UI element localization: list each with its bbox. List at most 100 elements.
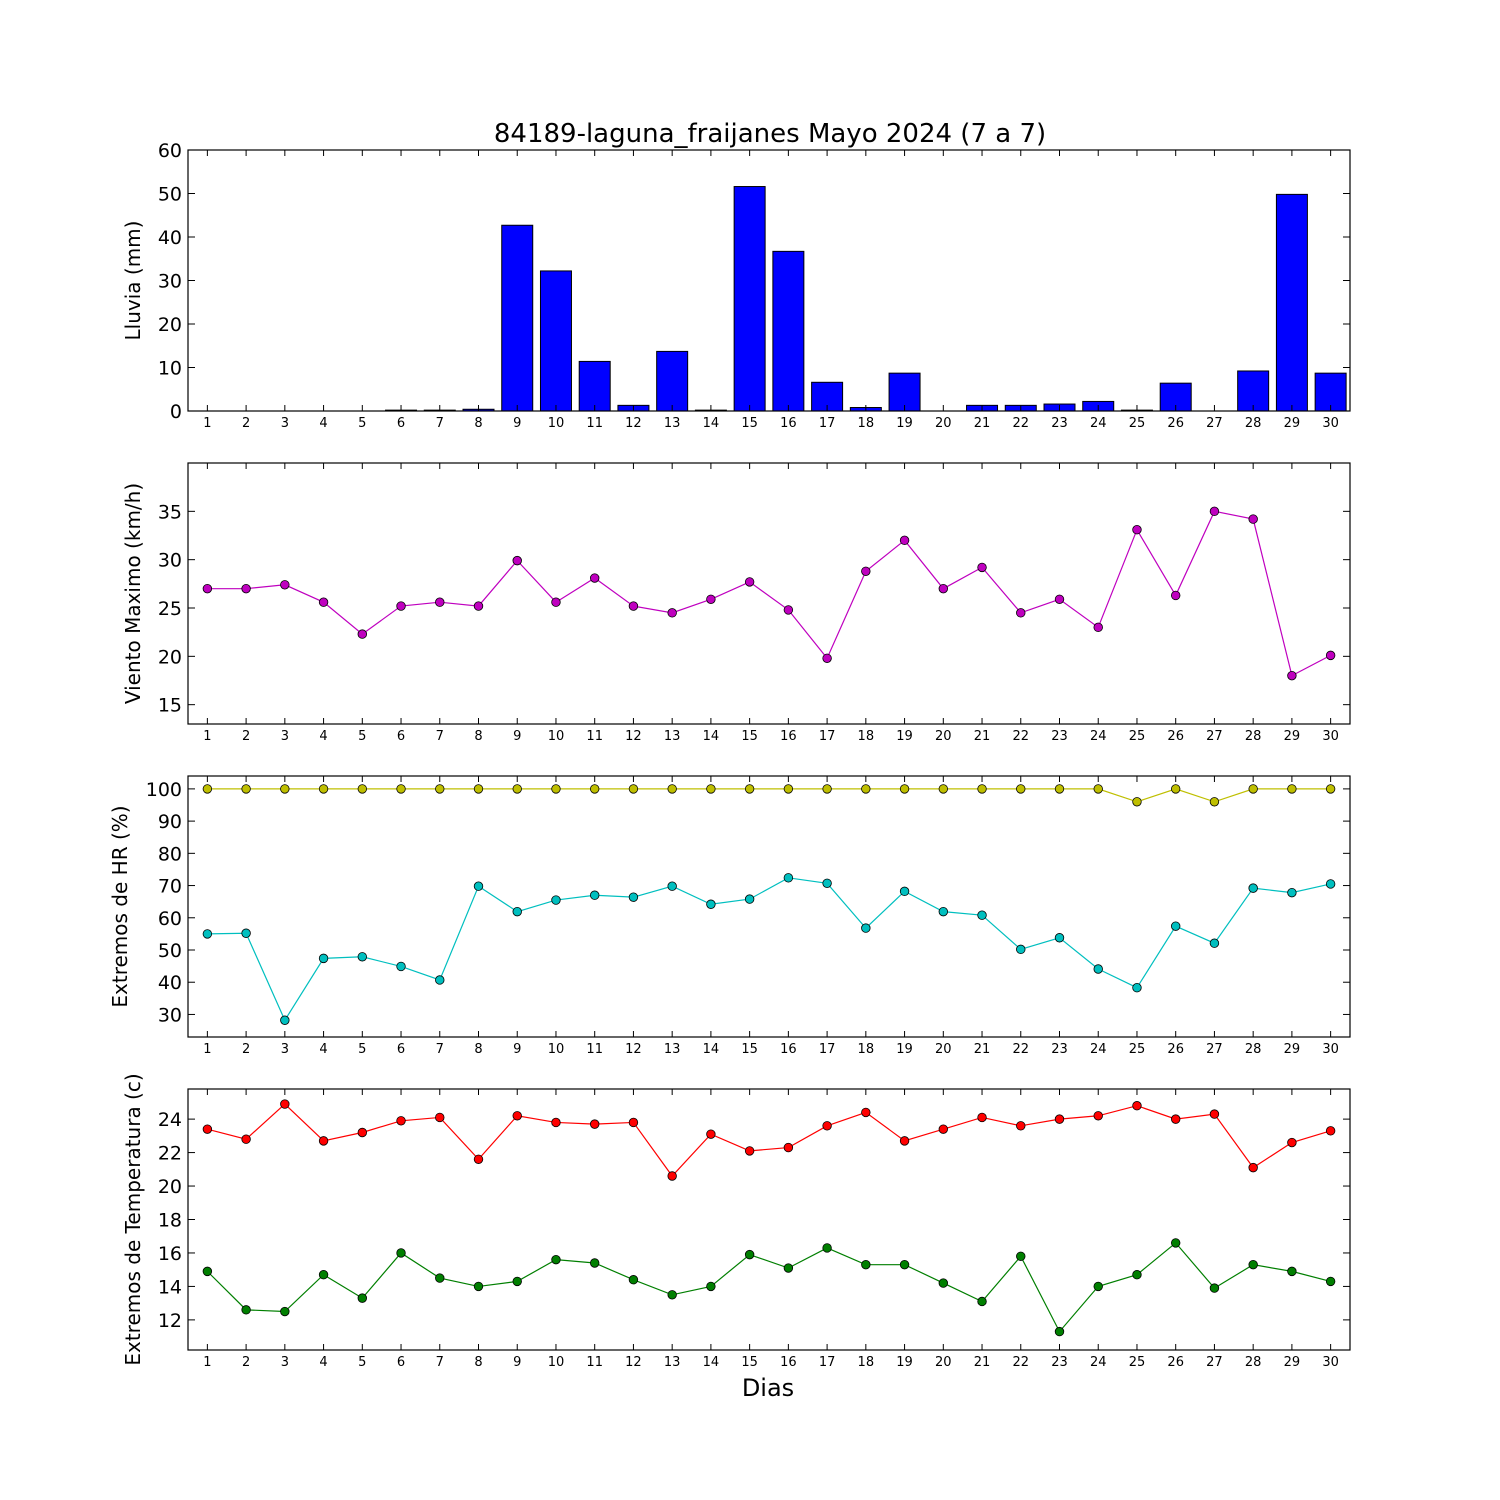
xtick-label: 27 [1206,416,1223,431]
xtick-label: 4 [319,729,327,744]
point-s1-day-6 [396,601,406,611]
point-s1-day-3 [280,580,290,590]
xtick-label: 26 [1167,416,1184,431]
xtick-label: 9 [513,1042,521,1057]
point-s1-day-23 [1054,594,1065,605]
ytick-label: 60 [158,140,182,162]
series-line-1 [207,1103,1331,1177]
xtick-label: 23 [1051,1355,1068,1370]
series-line-1 [207,510,1331,677]
xtick-label: 2 [242,729,250,744]
y-axis-label: Viento Maximo (km/h) [121,483,145,704]
point-s1-day-21 [977,1112,987,1123]
xtick-label: 20 [935,416,952,431]
xtick-label: 27 [1206,1355,1223,1370]
point-s1-day-15 [744,577,755,587]
xtick-label: 10 [548,1042,565,1057]
point-s1-day-14 [706,784,716,794]
point-s2-day-23 [1054,1326,1065,1337]
point-s2-day-8 [473,881,484,891]
ytick-label: 16 [158,1243,182,1265]
point-s1-day-20 [938,583,949,594]
xtick-label: 9 [513,416,521,431]
xtick-label: 6 [397,729,405,744]
point-s1-day-11 [590,1119,600,1129]
xtick-label: 7 [436,416,444,431]
xtick-label: 19 [896,729,913,744]
point-s1-day-4 [318,1136,329,1146]
point-s2-day-9 [512,1276,522,1287]
point-s1-day-4 [318,597,329,607]
y-axis-label: Lluvia (mm) [121,221,145,341]
point-s1-day-6 [396,1116,406,1126]
point-s2-day-27 [1209,1283,1220,1293]
ytick-label: 15 [158,695,182,717]
xtick-label: 15 [741,729,758,744]
point-s2-day-7 [435,975,445,985]
xtick-label: 7 [436,1355,444,1370]
point-s2-day-15 [744,894,755,904]
point-s2-day-1 [202,1266,213,1277]
point-s1-day-10 [551,1117,561,1128]
xtick-label: 17 [819,1042,836,1057]
point-s1-day-19 [899,784,910,794]
xtick-label: 14 [703,416,720,431]
bar-day-16 [772,250,805,412]
point-s2-day-2 [241,928,251,938]
point-s1-day-4 [318,784,329,794]
point-s1-day-25 [1132,525,1142,535]
point-s2-day-19 [899,1259,910,1270]
point-s2-day-16 [783,873,794,883]
xtick-label: 14 [703,1355,720,1370]
point-s2-day-14 [706,899,716,909]
xtick-label: 28 [1245,1042,1262,1057]
xtick-label: 17 [819,416,836,431]
ytick-label: 50 [158,940,182,962]
point-s2-day-29 [1287,1266,1297,1277]
point-s1-day-12 [628,1117,639,1128]
point-s1-day-9 [512,555,522,566]
ytick-label: 25 [158,598,182,620]
point-s2-day-22 [1016,1251,1026,1262]
point-s1-day-20 [938,784,949,794]
xtick-label: 16 [780,1355,797,1370]
xtick-label: 11 [586,729,603,744]
point-s2-day-13 [667,1290,677,1300]
xtick-label: 18 [858,1355,875,1370]
point-s1-day-10 [551,597,561,607]
xtick-label: 2 [242,1042,250,1057]
xtick-label: 28 [1245,1355,1262,1370]
bar-day-11 [578,360,611,412]
point-s1-day-15 [744,1146,755,1156]
point-s1-day-2 [241,784,251,794]
point-s2-day-25 [1132,983,1142,993]
ytick-label: 30 [158,1004,182,1026]
point-s2-day-5 [357,952,368,962]
point-s1-day-29 [1287,1137,1297,1148]
point-s1-day-2 [241,583,251,594]
xtick-label: 8 [474,1042,482,1057]
ytick-label: 60 [158,908,182,930]
point-s2-day-7 [435,1273,445,1283]
point-s1-day-3 [280,784,290,794]
xtick-label: 16 [780,416,797,431]
xtick-label: 12 [625,1355,642,1370]
point-s1-day-19 [899,535,910,546]
point-s2-day-11 [590,890,600,900]
xtick-label: 26 [1167,1042,1184,1057]
point-s1-day-2 [241,1134,251,1144]
ytick-label: 90 [158,811,182,833]
point-s2-day-21 [977,910,987,920]
point-s2-day-4 [318,1270,329,1280]
bar-day-10 [539,270,572,412]
xtick-label: 13 [664,729,681,744]
xtick-label: 4 [319,1355,327,1370]
point-s1-day-7 [435,1112,445,1123]
point-s1-day-20 [938,1124,949,1134]
xtick-label: 4 [319,1042,327,1057]
xtick-label: 7 [436,1042,444,1057]
xtick-label: 28 [1245,729,1262,744]
point-s1-day-30 [1325,650,1336,661]
xtick-label: 3 [281,729,289,744]
